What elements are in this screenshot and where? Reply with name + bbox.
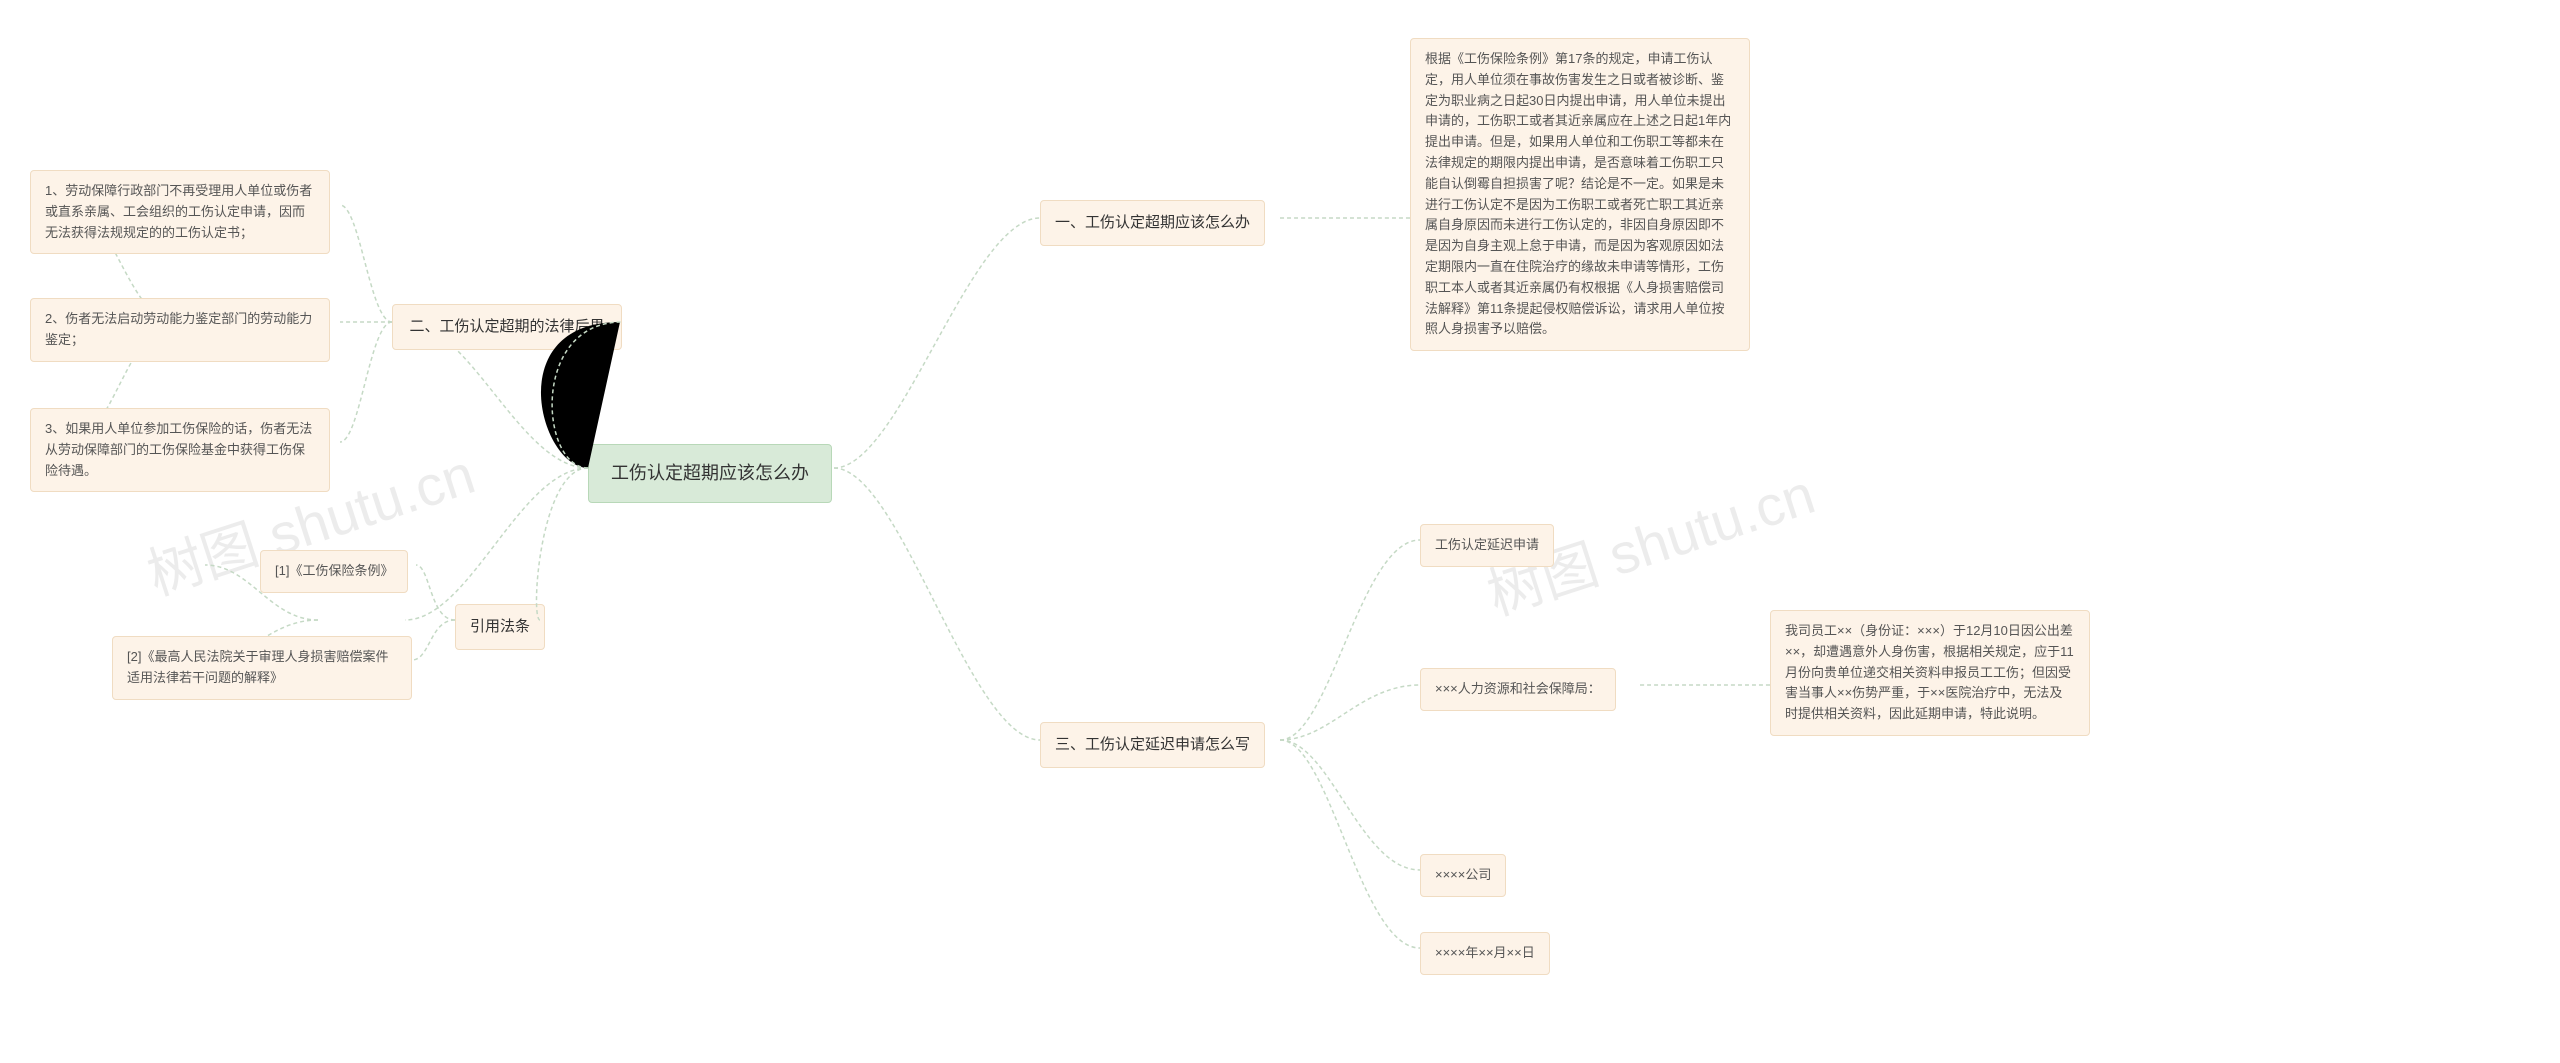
branch-1[interactable]: 一、工伤认定超期应该怎么办 [1040, 200, 1265, 246]
branch-2[interactable]: 二、工伤认定超期的法律后果 [392, 304, 622, 350]
branch-3-c1: 工伤认定延迟申请 [1420, 524, 1554, 567]
branch-3-c2: ×××人力资源和社会保障局： [1420, 668, 1616, 711]
branch-2-c2: 2、伤者无法启动劳动能力鉴定部门的劳动能力鉴定； [30, 298, 330, 362]
branch-3[interactable]: 三、工伤认定延迟申请怎么写 [1040, 722, 1265, 768]
branch-ref[interactable]: 引用法条 [455, 604, 545, 650]
ref-c2: [2]《最高人民法院关于审理人身损害赔偿案件适用法律若干问题的解释》 [112, 636, 412, 700]
branch-2-c3: 3、如果用人单位参加工伤保险的话，伤者无法从劳动保障部门的工伤保险基金中获得工伤… [30, 408, 330, 492]
edge-layer [0, 0, 2560, 1063]
branch-3-c4: ××××年××月××日 [1420, 932, 1550, 975]
ref-c1: [1]《工伤保险条例》 [260, 550, 408, 593]
branch-2-c1: 1、劳动保障行政部门不再受理用人单位或伤者或直系亲属、工会组织的工伤认定申请，因… [30, 170, 330, 254]
root-node[interactable]: 工伤认定超期应该怎么办 [588, 444, 832, 503]
edge-layer-left [0, 0, 2560, 1063]
branch-1-leaf: 根据《工伤保险条例》第17条的规定，申请工伤认定，用人单位须在事故伤害发生之日或… [1410, 38, 1750, 351]
branch-3-c2-body: 我司员工××（身份证：×××）于12月10日因公出差××，却遭遇意外人身伤害，根… [1770, 610, 2090, 736]
branch-3-c3: ××××公司 [1420, 854, 1506, 897]
